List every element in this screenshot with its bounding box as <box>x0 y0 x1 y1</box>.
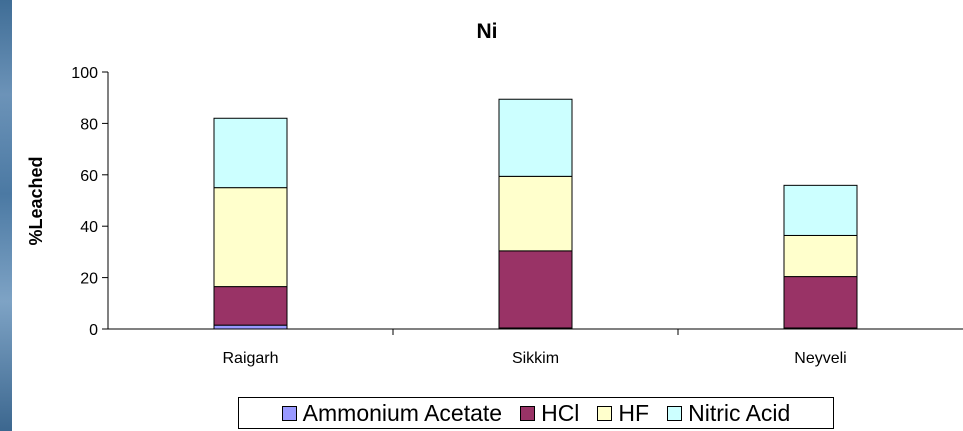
bar-segment-raigarh-ammonium-acetate <box>213 324 288 330</box>
legend-item-hf: HF <box>597 400 649 427</box>
legend: Ammonium Acetate HCl HF Nitric Acid <box>238 397 834 429</box>
legend-item-nitric-acid: Nitric Acid <box>667 400 790 427</box>
background-strip <box>0 0 12 431</box>
legend-label-hcl: HCl <box>541 399 580 426</box>
x-tick-label-raigarh: Raigarh <box>222 350 278 367</box>
bar-segment-raigarh-nitric-acid <box>213 117 288 189</box>
bar-segment-raigarh-hf <box>213 187 288 288</box>
legend-swatch-nitric-acid <box>667 405 683 421</box>
legend-item-hcl: HCl <box>520 400 579 427</box>
legend-label-nitric-acid: Nitric Acid <box>688 399 791 426</box>
y-tick-label: 100 <box>71 65 98 82</box>
legend-item-ammonium-acetate: Ammonium Acetate <box>281 399 503 427</box>
y-tick-label: 40 <box>80 219 98 236</box>
bar-segment-sikkim-hcl <box>498 250 573 329</box>
y-tick-label: 80 <box>80 116 98 133</box>
x-tick-label-neyveli: Neyveli <box>794 350 846 367</box>
legend-swatch-hcl <box>520 405 536 421</box>
legend-label-hf: HF <box>618 399 650 426</box>
legend-label-ammonium-acetate: Ammonium Acetate <box>302 399 503 426</box>
legend-swatch-hf <box>597 405 613 421</box>
bar-segment-sikkim-hf <box>498 175 573 252</box>
plot-area: 0 20 40 60 80 100 Raigarh Sikkim Neyveli <box>71 65 963 367</box>
y-axis-label: %Leached <box>26 156 46 245</box>
chart-title: Ni <box>477 20 498 43</box>
stacked-bar-chart: Ni %Leached 0 20 40 60 80 100 Raigarh Sikkim Ney… <box>26 20 963 367</box>
bar-segment-sikkim-nitric-acid <box>498 98 573 177</box>
y-tick-label: 0 <box>89 322 98 339</box>
x-tick-label-sikkim: Sikkim <box>512 350 559 367</box>
bar-segment-raigarh-hcl <box>213 286 288 326</box>
bar-segment-neyveli-nitric-acid <box>783 184 858 236</box>
legend-swatch-ammonium-acetate <box>281 405 297 421</box>
y-tick-label: 20 <box>80 271 98 288</box>
bar-segment-neyveli-hcl <box>783 276 858 329</box>
bar-segment-neyveli-hf <box>783 234 858 278</box>
y-tick-label: 60 <box>80 168 98 185</box>
